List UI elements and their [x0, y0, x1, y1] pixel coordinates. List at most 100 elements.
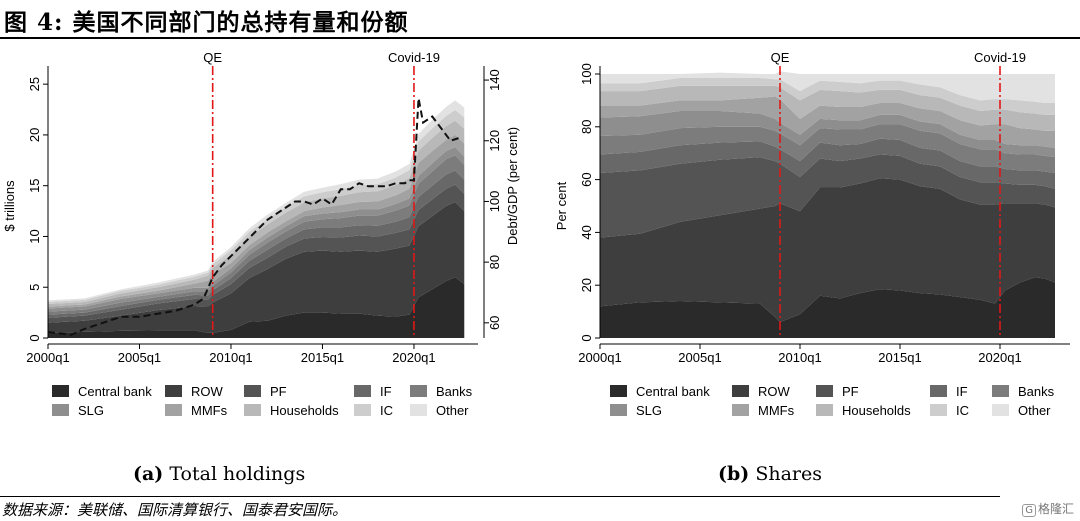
area-row — [600, 178, 1055, 323]
area-mmfs — [600, 96, 1055, 148]
x-tick-label: 2000q1 — [26, 350, 69, 365]
area-other — [600, 71, 1055, 104]
watermark-logo-icon: G — [1022, 504, 1036, 517]
legend-swatch-other — [992, 404, 1009, 416]
y-tick-label: 80 — [579, 120, 594, 134]
y-tick-label: 20 — [27, 128, 42, 142]
legend-swatch-central-bank — [52, 385, 69, 397]
legend-label-slg: SLG — [636, 403, 662, 416]
event-label-covid-19: Covid-19 — [974, 50, 1026, 65]
legend-label-row: ROW — [758, 384, 791, 399]
total-holdings-chart: 0 5 10 15 20 25 2000q1 2005q1 2010q1 2015q1 2020q1… — [2, 50, 520, 416]
legend-swatch-pf — [816, 385, 833, 397]
y2-axis-label: Debt/GDP (per cent) — [505, 127, 520, 245]
y2-tick-label: 140 — [487, 69, 502, 91]
y2-tick-label: 120 — [487, 130, 502, 152]
x-tick-label: 2010q1 — [209, 350, 252, 365]
area-row — [48, 201, 465, 333]
shares-chart: 0 20 40 60 80 100 2000q1 2005q1 2010q1 2015q1 2020… — [554, 50, 1070, 416]
x-tick-label: 2020q1 — [392, 350, 435, 365]
x-tick-label: 2020q1 — [978, 350, 1021, 365]
legend-label-ic: IC — [956, 403, 969, 416]
legend-swatch-slg — [610, 404, 627, 416]
caption-shares: (b) Shares — [718, 463, 822, 485]
legend-swatch-other — [410, 404, 427, 416]
title-divider — [0, 37, 1080, 39]
legend-swatch-slg — [52, 404, 69, 416]
area-banks — [600, 124, 1055, 173]
legend-label-central-bank: Central bank — [636, 384, 710, 399]
legend-label-other: Other — [436, 403, 469, 416]
legend-swatch-households — [244, 404, 261, 416]
caption-text-a: Total holdings — [169, 463, 306, 485]
watermark: G 格隆汇 — [1022, 500, 1074, 517]
y-tick-label: 10 — [27, 229, 42, 243]
legend: Central bank ROW PF IF Banks SLG MMFs Household… — [52, 384, 473, 416]
chart-panel-total-holdings: 0 5 10 15 20 25 2000q1 2005q1 2010q1 2015q1 2020q1… — [0, 44, 540, 416]
y-tick-label: 0 — [27, 334, 42, 341]
y-tick-label: 40 — [579, 225, 594, 239]
stacked-areas — [48, 100, 465, 338]
x-tick-label: 2010q1 — [778, 350, 821, 365]
event-label-covid-19: Covid-19 — [388, 50, 440, 65]
y-tick-label: 0 — [579, 334, 594, 341]
area-central-bank — [48, 277, 465, 338]
event-label-qe: QE — [203, 50, 222, 65]
x-tick-label: 2015q1 — [301, 350, 344, 365]
event-label-qe: QE — [771, 50, 790, 65]
legend-label-banks: Banks — [436, 384, 473, 399]
legend-label-if: IF — [956, 384, 968, 399]
area-pf — [600, 154, 1055, 238]
y-tick-label: 20 — [579, 278, 594, 292]
legend-swatch-banks — [410, 385, 427, 397]
legend-label-central-bank: Central bank — [78, 384, 152, 399]
legend-swatch-pf — [244, 385, 261, 397]
legend-swatch-central-bank — [610, 385, 627, 397]
chart-panel-shares: 0 20 40 60 80 100 2000q1 2005q1 2010q1 2015q1 2020… — [540, 44, 1080, 416]
y-tick-label: 25 — [27, 77, 42, 91]
area-households — [600, 85, 1055, 131]
x-tick-label: 2000q1 — [578, 350, 621, 365]
legend-label-other: Other — [1018, 403, 1051, 416]
y-tick-label: 5 — [27, 284, 42, 291]
legend-label-households: Households — [270, 403, 339, 416]
legend-swatch-mmfs — [732, 404, 749, 416]
y2-tick-label: 60 — [487, 316, 502, 330]
y2-tick-label: 80 — [487, 255, 502, 269]
legend-label-row: ROW — [191, 384, 224, 399]
x-tick-label: 2005q1 — [118, 350, 161, 365]
legend-label-if: IF — [380, 384, 392, 399]
legend-label-slg: SLG — [78, 403, 104, 416]
legend-swatch-mmfs — [165, 404, 182, 416]
legend-swatch-ic — [354, 404, 371, 416]
legend-label-banks: Banks — [1018, 384, 1055, 399]
legend-swatch-ic — [930, 404, 947, 416]
area-if — [600, 138, 1055, 189]
source-note: 数据来源：美联储、国际清算银行、国泰君安国际。 — [2, 501, 348, 519]
legend-swatch-if — [930, 385, 947, 397]
legend-label-households: Households — [842, 403, 911, 416]
y-axis-label: Per cent — [554, 181, 569, 230]
watermark-text: 格隆汇 — [1037, 502, 1074, 516]
y-tick-label: 100 — [579, 63, 594, 85]
legend: Central bank ROW PF IF Banks SLG MMFs Household… — [610, 384, 1055, 416]
x-tick-label: 2015q1 — [878, 350, 921, 365]
caption-text-b: Shares — [755, 463, 822, 485]
area-ic — [600, 77, 1055, 115]
legend-swatch-banks — [992, 385, 1009, 397]
x-tick-label: 2005q1 — [678, 350, 721, 365]
y-axis-label: $ trillions — [2, 180, 17, 232]
legend-swatch-households — [816, 404, 833, 416]
legend-swatch-row — [732, 385, 749, 397]
y2-tick-label: 100 — [487, 191, 502, 213]
legend-label-mmfs: MMFs — [191, 403, 228, 416]
legend-swatch-row — [165, 385, 182, 397]
y-tick-label: 60 — [579, 172, 594, 186]
legend-swatch-if — [354, 385, 371, 397]
caption-total-holdings: (a) Total holdings — [133, 463, 305, 485]
legend-label-pf: PF — [270, 384, 287, 399]
legend-label-mmfs: MMFs — [758, 403, 795, 416]
legend-label-pf: PF — [842, 384, 859, 399]
debt-gdp-line — [47, 98, 461, 336]
footer-divider — [0, 496, 1000, 497]
